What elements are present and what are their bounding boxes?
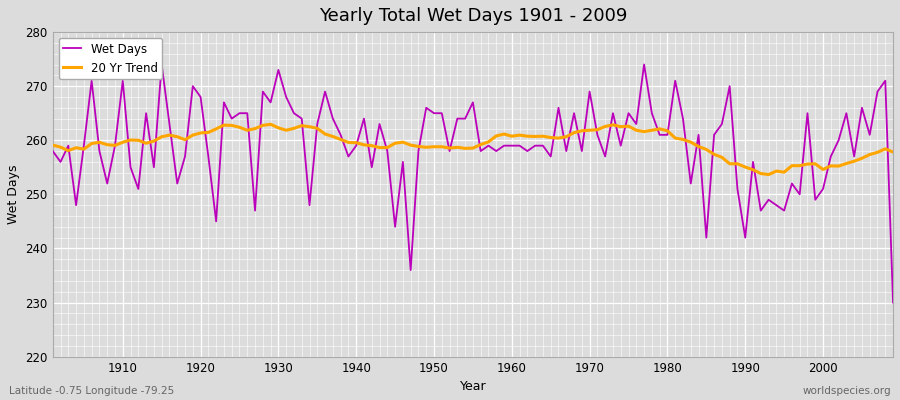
- Line: 20 Yr Trend: 20 Yr Trend: [53, 124, 893, 175]
- 20 Yr Trend: [335, 137, 346, 142]
- 20 Yr Trend: [514, 133, 525, 138]
- 20 Yr Trend: [110, 143, 121, 148]
- Y-axis label: Wet Days: Wet Days: [7, 164, 20, 224]
- Wet Days: [335, 132, 346, 137]
- 20 Yr Trend: [887, 150, 898, 154]
- Wet Days: [289, 111, 300, 116]
- Wet Days: [48, 149, 58, 154]
- Wet Days: [514, 143, 525, 148]
- Wet Days: [157, 62, 167, 67]
- 20 Yr Trend: [608, 122, 618, 127]
- 20 Yr Trend: [763, 172, 774, 177]
- Text: worldspecies.org: worldspecies.org: [803, 386, 891, 396]
- X-axis label: Year: Year: [460, 380, 486, 393]
- 20 Yr Trend: [48, 143, 58, 148]
- Line: Wet Days: Wet Days: [53, 64, 893, 302]
- Wet Days: [608, 111, 618, 116]
- 20 Yr Trend: [507, 134, 517, 138]
- 20 Yr Trend: [289, 126, 300, 131]
- Wet Days: [887, 300, 898, 305]
- Legend: Wet Days, 20 Yr Trend: Wet Days, 20 Yr Trend: [58, 38, 162, 79]
- Wet Days: [507, 143, 517, 148]
- Wet Days: [110, 143, 121, 148]
- Text: Latitude -0.75 Longitude -79.25: Latitude -0.75 Longitude -79.25: [9, 386, 175, 396]
- 20 Yr Trend: [266, 122, 276, 127]
- Title: Yearly Total Wet Days 1901 - 2009: Yearly Total Wet Days 1901 - 2009: [319, 7, 627, 25]
